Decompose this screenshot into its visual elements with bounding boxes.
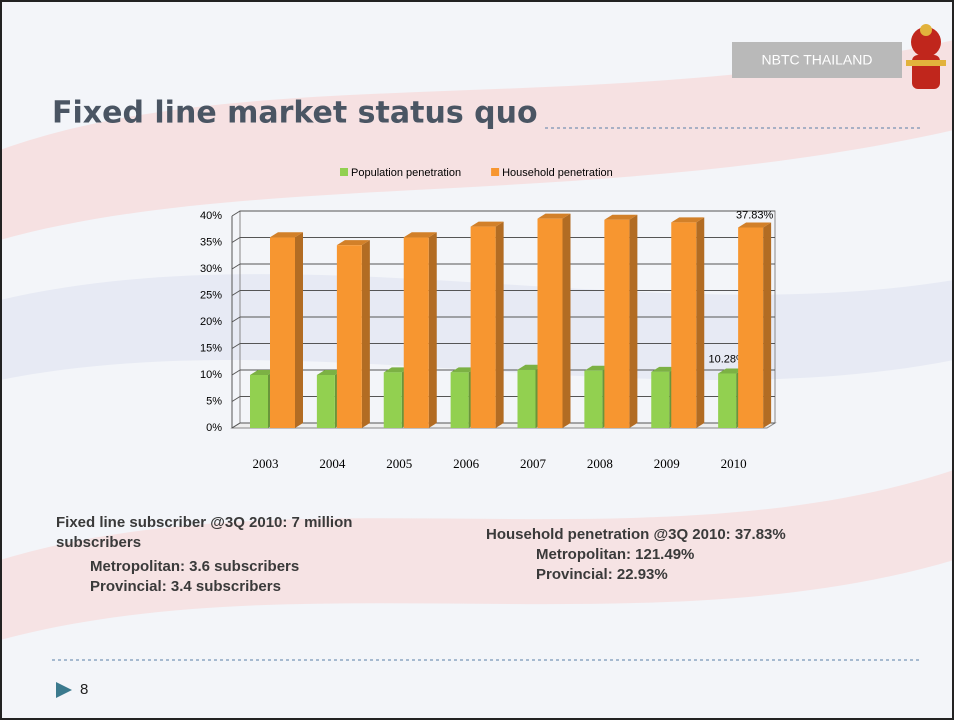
bar-side	[429, 232, 437, 428]
data-label: 37.83%	[736, 209, 774, 221]
bar	[250, 375, 268, 428]
note-line: Metropolitan: 3.6 subscribers	[56, 557, 352, 577]
y-tick-label: 10%	[200, 369, 222, 381]
slide: NBTC THAILAND Fixed line market status q…	[0, 0, 954, 720]
y-tick-label: 35%	[200, 236, 222, 248]
notes-right: Household penetration @3Q 2010: 37.83% M…	[486, 525, 786, 585]
x-tick-label: 2003	[252, 456, 278, 471]
bar	[317, 375, 335, 428]
y-tick-label: 20%	[200, 316, 222, 328]
bar	[604, 220, 629, 428]
bar	[718, 374, 736, 428]
y-tick-label: 25%	[200, 289, 222, 301]
x-tick-label: 2004	[319, 456, 346, 471]
bar-side	[629, 215, 637, 428]
x-tick-label: 2006	[453, 456, 480, 471]
bar	[671, 222, 696, 428]
bar	[471, 227, 496, 428]
x-tick-label: 2008	[587, 456, 613, 471]
note-line: subscribers	[56, 533, 352, 553]
note-line: Provincial: 22.93%	[486, 565, 786, 585]
y-tick-label: 40%	[200, 210, 222, 222]
bar	[337, 245, 362, 428]
legend-swatch	[340, 168, 348, 176]
slide-title: Fixed line market status quo	[52, 96, 538, 131]
bar	[738, 228, 763, 428]
bar	[651, 372, 669, 428]
bar-side	[496, 222, 504, 428]
bar-side	[763, 223, 771, 428]
x-tick-label: 2007	[520, 456, 547, 471]
bar	[584, 371, 602, 428]
bar	[404, 237, 429, 428]
note-line: Fixed line subscriber @3Q 2010: 7 millio…	[56, 513, 352, 533]
legend-label: Household penetration	[502, 167, 613, 179]
bar	[518, 370, 536, 428]
y-tick-label: 0%	[206, 422, 222, 434]
bar-side	[295, 232, 303, 428]
y-tick-label: 30%	[200, 263, 222, 275]
note-line: Household penetration @3Q 2010: 37.83%	[486, 525, 786, 545]
note-line: Metropolitan: 121.49%	[486, 545, 786, 565]
bar	[384, 372, 402, 428]
x-tick-label: 2005	[386, 456, 412, 471]
y-tick-label: 15%	[200, 342, 222, 354]
x-tick-label: 2009	[654, 456, 680, 471]
y-tick-label: 5%	[206, 395, 222, 407]
bar-side	[696, 217, 704, 428]
chart: NBTC THAILAND Fixed line market status q…	[0, 0, 954, 720]
notes-left: Fixed line subscriber @3Q 2010: 7 millio…	[56, 513, 352, 597]
page-number: 8	[80, 681, 88, 698]
legend-label: Population penetration	[351, 167, 461, 179]
bar-side	[563, 214, 571, 428]
badge-text: NBTC THAILAND	[762, 52, 873, 68]
bar-side	[362, 240, 370, 428]
bar	[270, 237, 295, 428]
x-tick-label: 2010	[721, 456, 747, 471]
bar	[451, 372, 469, 428]
bar	[538, 219, 563, 428]
legend-swatch	[491, 168, 499, 176]
note-line: Provincial: 3.4 subscribers	[56, 577, 352, 597]
